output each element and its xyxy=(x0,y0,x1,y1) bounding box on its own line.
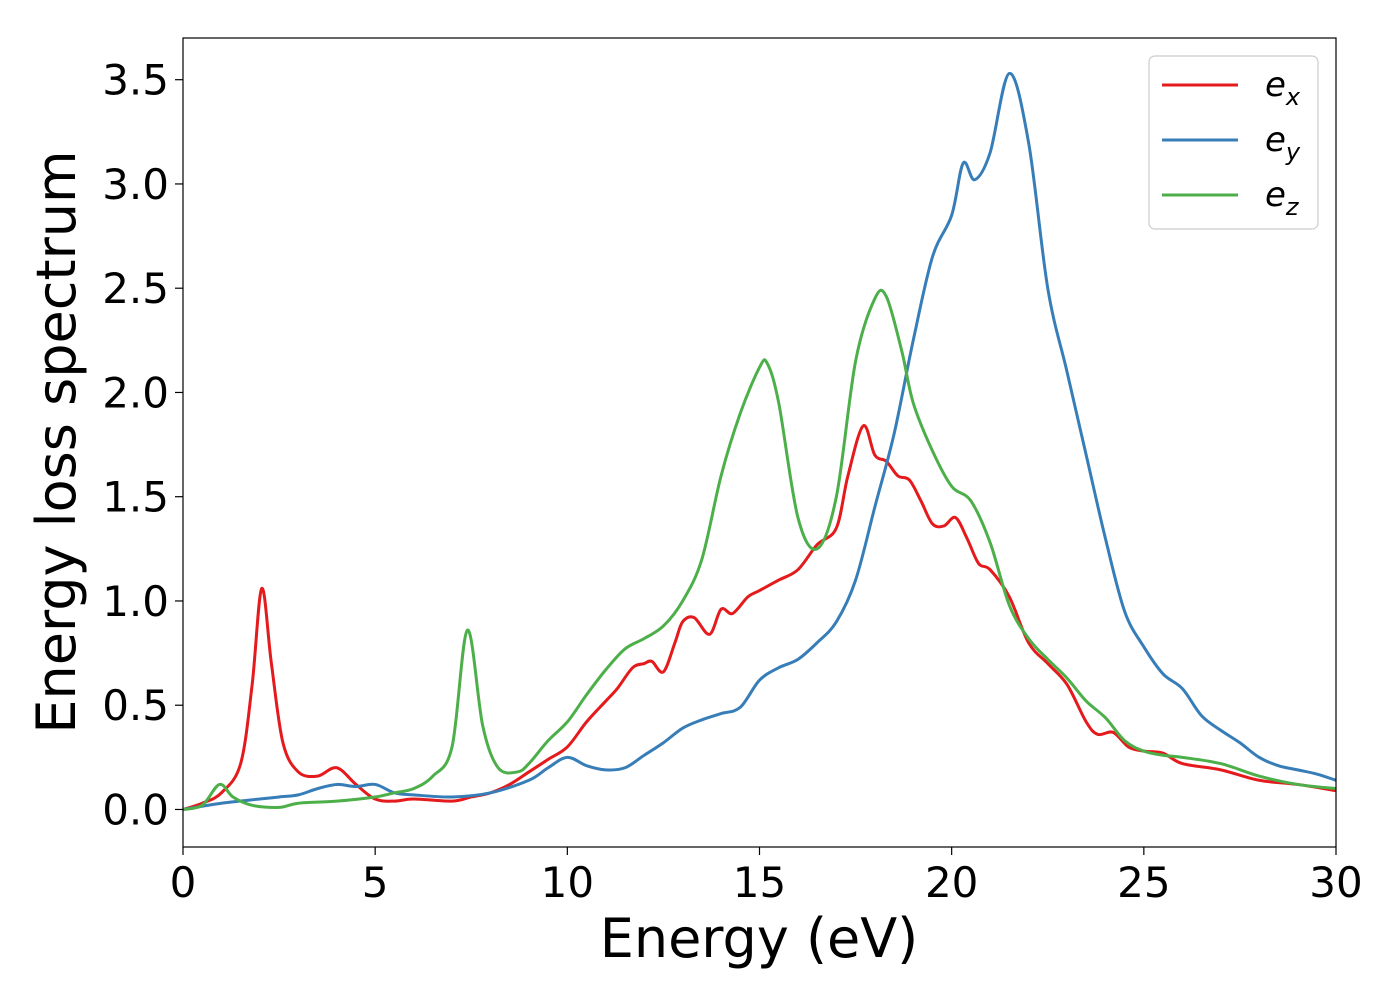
series-line-ex xyxy=(183,424,1336,811)
legend-label-ez: ez xyxy=(1265,175,1300,221)
y-tick-label: 3.0 xyxy=(102,160,169,209)
x-tick-label: 20 xyxy=(925,858,978,907)
legend-label-ey: ey xyxy=(1265,120,1301,166)
y-tick-label: 1.5 xyxy=(102,473,169,522)
y-axis-label: Energy loss spectrum xyxy=(25,150,88,733)
legend: ex ey ez xyxy=(1148,55,1319,230)
y-tick-label: 0.5 xyxy=(102,681,169,730)
legend-box xyxy=(1148,55,1319,230)
series-line-ez xyxy=(183,288,1336,811)
legend-label-ex: ex xyxy=(1265,65,1301,111)
x-tick-label: 5 xyxy=(362,858,389,907)
y-tick-label: 3.5 xyxy=(102,56,169,105)
y-axis: 0.0 0.5 1.0 1.5 2.0 2.5 3.0 3.5 xyxy=(102,56,183,834)
series-line-ey xyxy=(183,71,1336,811)
x-axis: 0 5 10 15 20 25 30 xyxy=(170,847,1363,907)
y-tick-label: 2.0 xyxy=(102,368,169,417)
x-tick-label: 10 xyxy=(541,858,594,907)
y-tick-label: 0.0 xyxy=(102,785,169,834)
y-tick-label: 2.5 xyxy=(102,264,169,313)
x-tick-label: 30 xyxy=(1309,858,1362,907)
x-tick-label: 25 xyxy=(1117,858,1170,907)
series-layer xyxy=(183,71,1336,811)
x-axis-label: Energy (eV) xyxy=(600,907,919,970)
y-tick-label: 1.0 xyxy=(102,577,169,626)
x-tick-label: 0 xyxy=(170,858,197,907)
x-tick-label: 15 xyxy=(733,858,786,907)
